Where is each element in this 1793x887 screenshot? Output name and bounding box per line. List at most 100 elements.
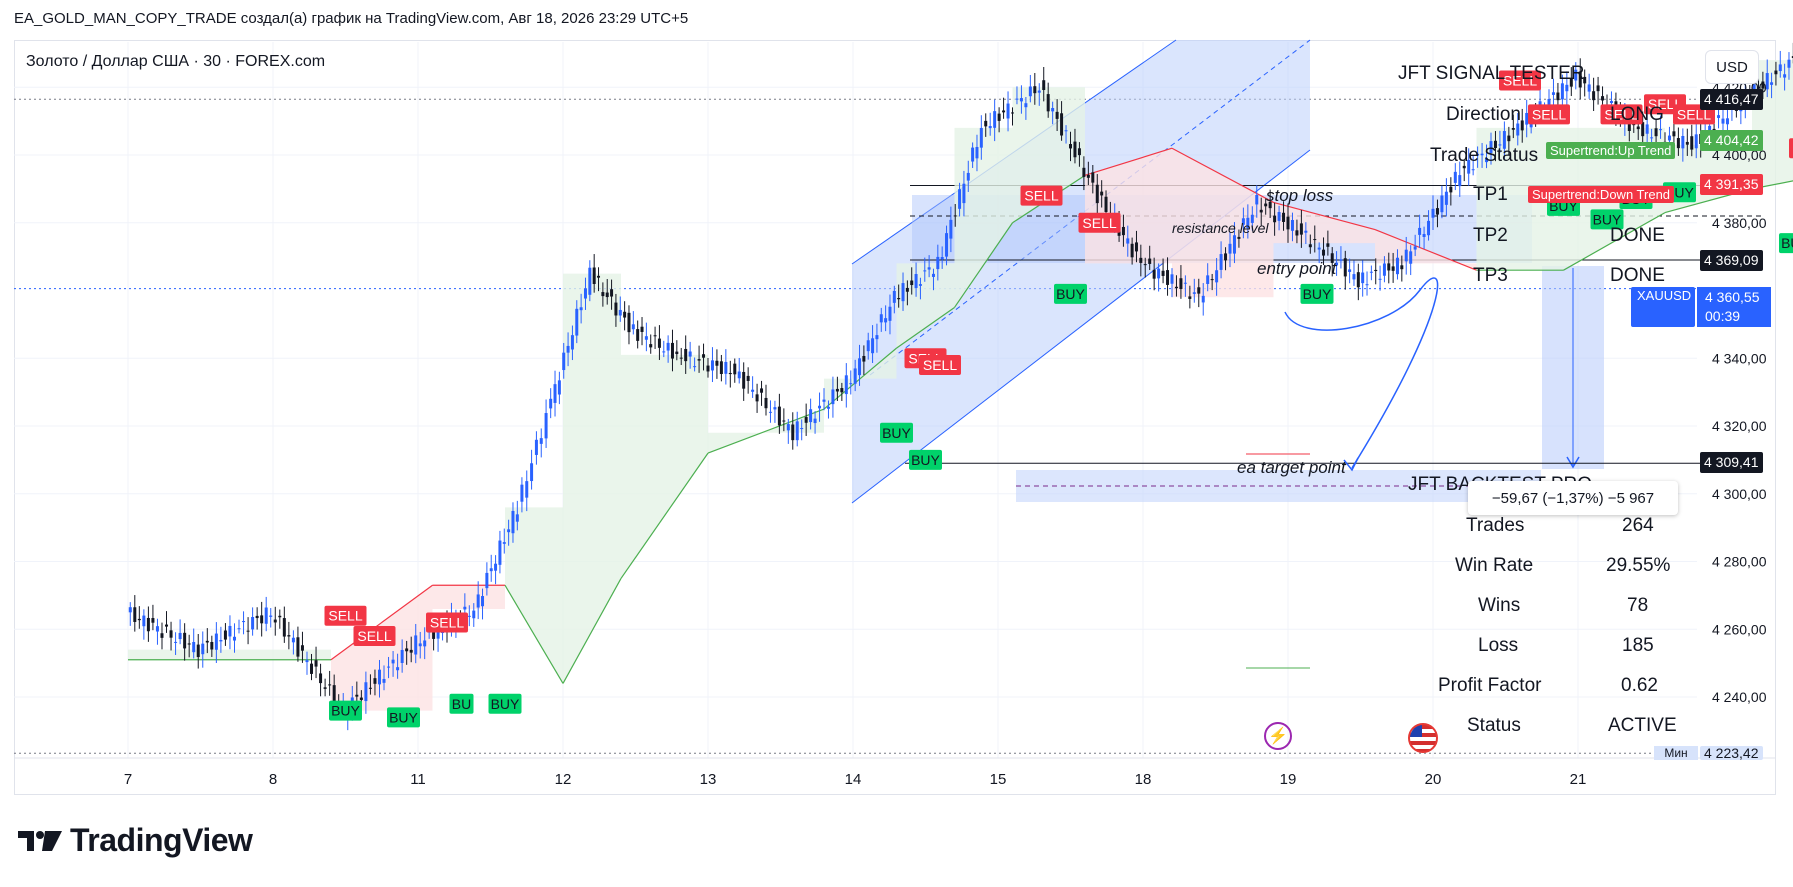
candle-body: [1161, 270, 1165, 276]
backtest-row-label: Trades: [1466, 515, 1525, 536]
candle-body: [1400, 265, 1404, 270]
candle-body: [901, 283, 905, 302]
tradingview-logo-icon: [18, 830, 62, 851]
candle-body: [1002, 110, 1006, 113]
candle-body: [1241, 218, 1245, 225]
candle-body: [931, 273, 935, 277]
candle-body: [1219, 254, 1223, 270]
supertrend-line: [1374, 228, 1477, 271]
candle-body: [1560, 83, 1564, 100]
candle-body: [1783, 74, 1787, 78]
candle-body: [940, 257, 944, 260]
candle-body: [423, 640, 427, 647]
candle-body: [679, 357, 683, 359]
candle-body: [310, 663, 314, 674]
candle-body: [592, 267, 596, 285]
candle-body: [201, 643, 205, 655]
candle-body: [795, 421, 799, 441]
sell-signal-box: [1499, 70, 1541, 91]
candle-body: [1152, 269, 1156, 279]
axis-layer: 4 420,004 400,004 380,004 340,004 320,00…: [14, 79, 1776, 788]
buy-signal-box: [1779, 233, 1793, 254]
candle-body: [1148, 258, 1152, 264]
candle-body: [764, 397, 768, 409]
candle-body: [1444, 191, 1448, 205]
supertrend-fill: [1085, 148, 1172, 264]
candle-body: [183, 632, 187, 649]
candle-body: [1409, 251, 1413, 264]
candle-body: [1516, 123, 1520, 136]
candle-body: [1250, 214, 1254, 223]
candle-body: [1326, 243, 1330, 247]
buy-signal-box: [880, 422, 913, 443]
candle-body: [786, 424, 790, 431]
candle-body: [1286, 216, 1290, 230]
candle-body: [746, 375, 750, 381]
sell-signal-label: SELL: [357, 628, 391, 644]
candle-body: [1290, 220, 1294, 231]
currency-button[interactable]: USD: [1705, 50, 1759, 84]
candle-body: [1157, 268, 1161, 279]
candle-body: [520, 484, 524, 502]
candle-body: [251, 617, 255, 630]
candle-body: [862, 355, 866, 362]
us-flag-event-icon[interactable]: [1408, 723, 1438, 753]
x-tick-label: 18: [1135, 771, 1152, 788]
flash-event-icon[interactable]: ⚡: [1264, 722, 1292, 750]
candle-body: [515, 514, 519, 522]
candle-body: [888, 306, 892, 321]
candle-body: [927, 267, 931, 270]
candle-body: [1224, 253, 1228, 261]
candle-body: [1024, 103, 1028, 108]
backtest-row-label: Wins: [1478, 595, 1521, 616]
sell-signal-box: [324, 605, 367, 626]
candle-body: [1596, 85, 1600, 92]
candle-body: [1449, 186, 1453, 193]
backtest-row-value: 78: [1627, 595, 1649, 616]
candle-body: [1166, 270, 1170, 285]
candle-body: [697, 359, 701, 361]
candle-body: [1462, 165, 1466, 169]
candle-body: [1051, 108, 1055, 112]
candle-body: [1100, 191, 1104, 196]
candle-body: [777, 406, 781, 426]
projection-curve-arrowhead: [1343, 457, 1359, 472]
sell-signal-box: [353, 626, 396, 647]
supertrend-line: [1273, 201, 1376, 231]
candle-body: [174, 641, 178, 643]
candle-body: [583, 288, 587, 299]
supertrend-fill: [432, 585, 505, 609]
tradingview-logo-text: TradingView: [70, 822, 253, 858]
candle-body: [319, 673, 323, 684]
supertrend-fill: [1273, 202, 1375, 244]
candle-body: [813, 418, 817, 424]
candle-body: [1681, 135, 1685, 149]
candle-body: [1174, 286, 1178, 289]
candle-body: [892, 290, 896, 303]
candle-body: [1787, 59, 1791, 68]
sell-signal-label: SELL: [328, 608, 362, 624]
candle-body: [1770, 82, 1774, 85]
candle-body: [1215, 270, 1219, 283]
candle-body: [1422, 234, 1426, 237]
candle-body: [1264, 203, 1268, 207]
signal-row-value: LONG: [1610, 104, 1664, 125]
signal-row-label: Direction: [1446, 104, 1521, 125]
candle-body: [133, 607, 137, 622]
candle-body: [396, 667, 400, 671]
tradingview-logo[interactable]: TradingView: [18, 822, 253, 859]
candle-body: [223, 630, 227, 640]
candle-body: [684, 348, 688, 362]
candle-body: [1121, 226, 1125, 236]
candle-body: [1006, 103, 1010, 119]
candle-body: [1440, 195, 1444, 213]
sell-signal-box: [1020, 185, 1063, 206]
bar-countdown: 00:39: [1705, 308, 1741, 324]
candle-body: [1485, 157, 1489, 163]
candle-body: [142, 615, 146, 627]
candle-body: [463, 606, 467, 610]
candle-body: [575, 308, 579, 336]
candle-body: [436, 628, 440, 639]
candle-body: [269, 615, 273, 617]
